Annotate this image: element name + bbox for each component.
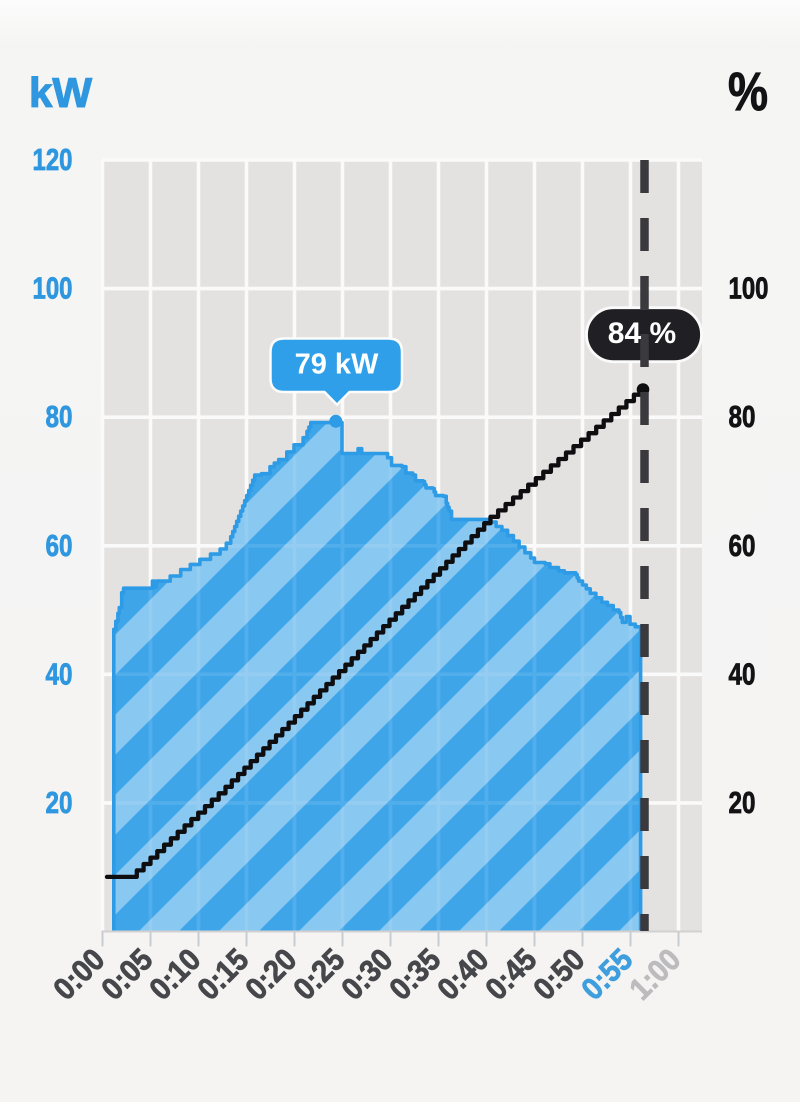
svg-text:80: 80 xyxy=(729,399,756,434)
svg-text:60: 60 xyxy=(46,528,73,563)
svg-text:60: 60 xyxy=(729,528,756,563)
svg-text:40: 40 xyxy=(46,656,73,691)
svg-text:100: 100 xyxy=(729,271,769,306)
svg-text:40: 40 xyxy=(729,656,756,691)
svg-text:79 kW: 79 kW xyxy=(295,349,379,381)
svg-text:kW: kW xyxy=(29,69,92,116)
svg-text:100: 100 xyxy=(33,271,73,306)
svg-text:20: 20 xyxy=(46,785,73,820)
svg-text:84 %: 84 % xyxy=(608,317,676,350)
svg-text:80: 80 xyxy=(46,399,73,434)
svg-text:120: 120 xyxy=(33,142,73,177)
svg-text:%: % xyxy=(728,62,768,122)
svg-text:20: 20 xyxy=(729,785,756,820)
